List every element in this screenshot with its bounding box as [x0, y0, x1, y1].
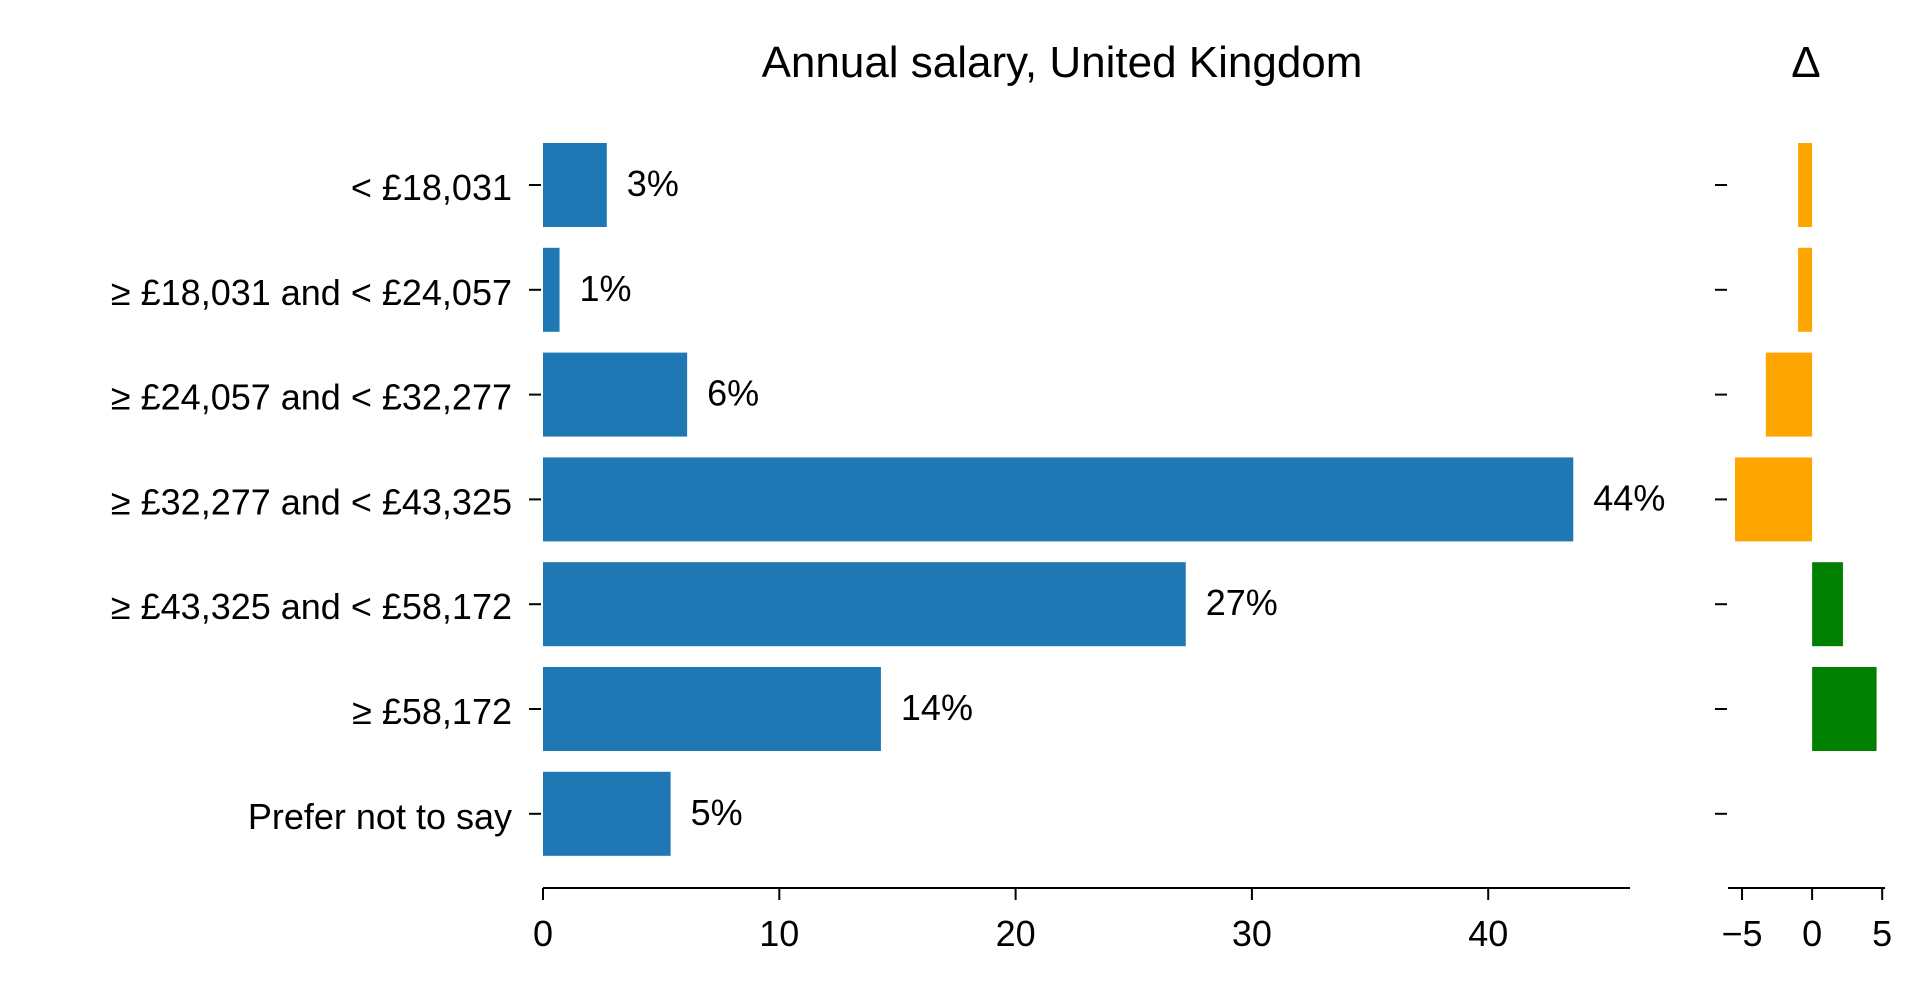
- x-tick-label: 30: [1232, 913, 1272, 954]
- category-label: < £18,031: [351, 167, 512, 208]
- delta-bar: [1798, 143, 1813, 227]
- delta-bar: [1765, 352, 1813, 437]
- data-label: 1%: [580, 268, 632, 309]
- category-label: ≥ £18,031 and < £24,057: [111, 272, 512, 313]
- data-label: 14%: [901, 687, 973, 728]
- bar: [543, 352, 688, 437]
- delta-bars: [1715, 143, 1877, 815]
- delta-bar: [1798, 247, 1813, 332]
- bar: [543, 457, 1574, 542]
- delta-x-tick-label: −5: [1721, 913, 1762, 954]
- bar: [543, 562, 1186, 647]
- category-label: ≥ £32,277 and < £43,325: [111, 481, 512, 522]
- category-label: Prefer not to say: [248, 796, 512, 837]
- delta-x-tick-label: 5: [1872, 913, 1892, 954]
- bar: [543, 143, 607, 227]
- bar: [543, 771, 671, 856]
- bar: [543, 667, 881, 751]
- main-chart-title: Annual salary, United Kingdom: [762, 38, 1363, 87]
- delta-chart-title: Δ: [1791, 38, 1820, 87]
- data-label: 44%: [1593, 477, 1665, 518]
- data-label: 3%: [627, 163, 679, 204]
- data-labels: 3% 1% 6% 44% 27% 14% 5%: [580, 163, 1666, 833]
- delta-x-tick-label: 0: [1802, 913, 1822, 954]
- delta-bar: [1812, 562, 1843, 647]
- category-label: ≥ £24,057 and < £32,277: [111, 377, 512, 418]
- delta-bar: [1735, 457, 1813, 542]
- x-tick-label: 40: [1468, 913, 1508, 954]
- data-label: 5%: [691, 792, 743, 833]
- delta-bar: [1812, 667, 1877, 751]
- data-label: 6%: [707, 373, 759, 414]
- data-label: 27%: [1206, 582, 1278, 623]
- x-tick-label: 20: [996, 913, 1036, 954]
- category-labels: < £18,031 ≥ £18,031 and < £24,057 ≥ £24,05…: [111, 167, 541, 837]
- bar: [543, 247, 560, 332]
- x-tick-label: 10: [759, 913, 799, 954]
- main-bars: [543, 143, 1574, 856]
- x-tick-label: 0: [533, 913, 553, 954]
- delta-x-axis: −5 0 5: [1721, 887, 1892, 954]
- main-x-axis: 0 10 20 30 40: [533, 887, 1630, 954]
- category-label: ≥ £58,172: [352, 691, 512, 732]
- category-label: ≥ £43,325 and < £58,172: [111, 586, 512, 627]
